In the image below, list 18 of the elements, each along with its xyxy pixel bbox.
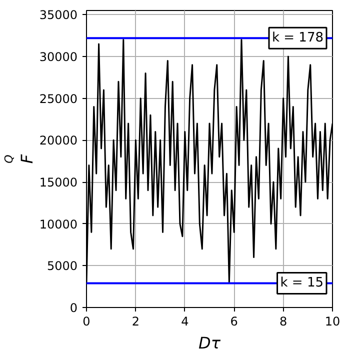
y-tick-label: 0 — [70, 301, 78, 315]
x-axis-title: Dτ — [198, 334, 221, 352]
x-tick-label: 2 — [132, 314, 140, 328]
y-tick-label: 5000 — [46, 259, 78, 274]
x-tick-label: 8 — [279, 314, 288, 328]
x-tick-label: 4 — [181, 314, 189, 328]
y-tick-label: 30000 — [39, 50, 78, 64]
y-tick-label: 20000 — [39, 134, 78, 148]
x-tick-label: 10 — [324, 314, 340, 328]
y-tick-label: 25000 — [39, 92, 78, 106]
y-tick-label: 15000 — [39, 176, 78, 190]
y-tick-label: 10000 — [39, 217, 78, 232]
y-tick-label: 35000 — [39, 8, 78, 22]
y-axis-title: FQ — [2, 154, 36, 164]
annotation: k = 15 — [280, 276, 324, 291]
annotation: k = 178 — [272, 30, 324, 46]
x-tick-label: 0 — [82, 314, 90, 328]
x-tick-label: 6 — [230, 314, 238, 328]
